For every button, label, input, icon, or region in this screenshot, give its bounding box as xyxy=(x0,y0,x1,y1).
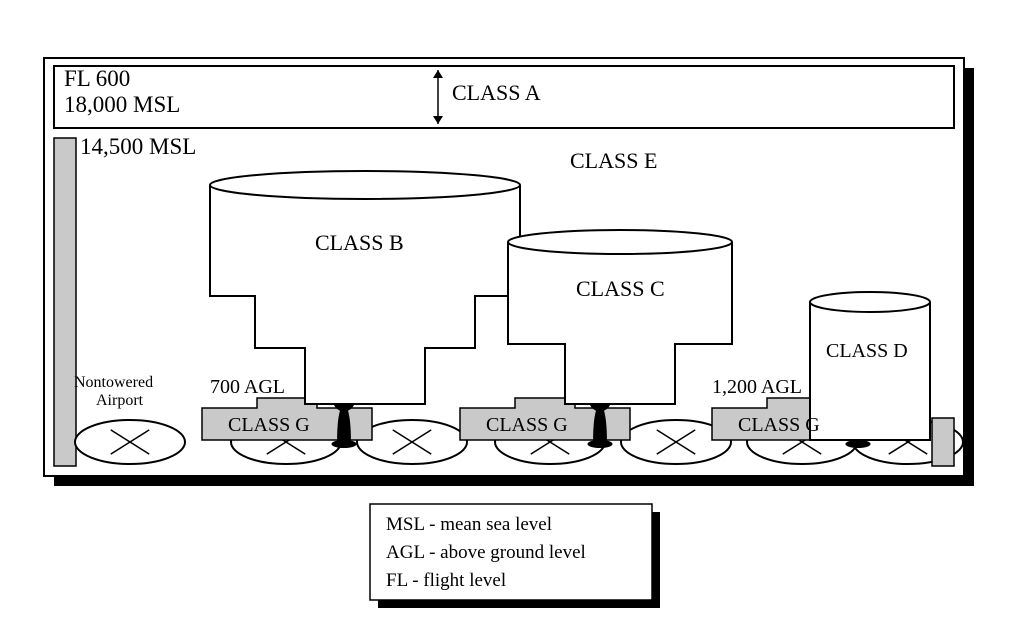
label-700agl: 700 AGL xyxy=(210,376,285,399)
label-nontowered: Nontowered xyxy=(74,374,153,392)
label-class-b: CLASS B xyxy=(315,230,404,256)
legend-line-1: MSL - mean sea level xyxy=(386,514,552,536)
legend-line-3: FL - flight level xyxy=(386,570,506,592)
label-classg-3: CLASS G xyxy=(738,414,820,437)
label-1200agl: 1,200 AGL xyxy=(712,376,802,399)
label-airport: Airport xyxy=(96,392,143,410)
airspace-diagram: FL 600 18,000 MSL 14,500 MSL CLASS A CLA… xyxy=(0,0,1024,631)
label-fl600: FL 600 xyxy=(64,66,130,92)
label-classg-2: CLASS G xyxy=(486,414,568,437)
label-classg-1: CLASS G xyxy=(228,414,310,437)
label-class-d: CLASS D xyxy=(826,340,908,363)
label-class-a: CLASS A xyxy=(452,80,541,106)
label-class-e: CLASS E xyxy=(570,148,657,174)
label-class-c: CLASS C xyxy=(576,276,665,302)
label-18000msl: 18,000 MSL xyxy=(64,92,180,118)
label-14500msl: 14,500 MSL xyxy=(80,134,196,160)
legend-line-2: AGL - above ground level xyxy=(386,542,586,564)
